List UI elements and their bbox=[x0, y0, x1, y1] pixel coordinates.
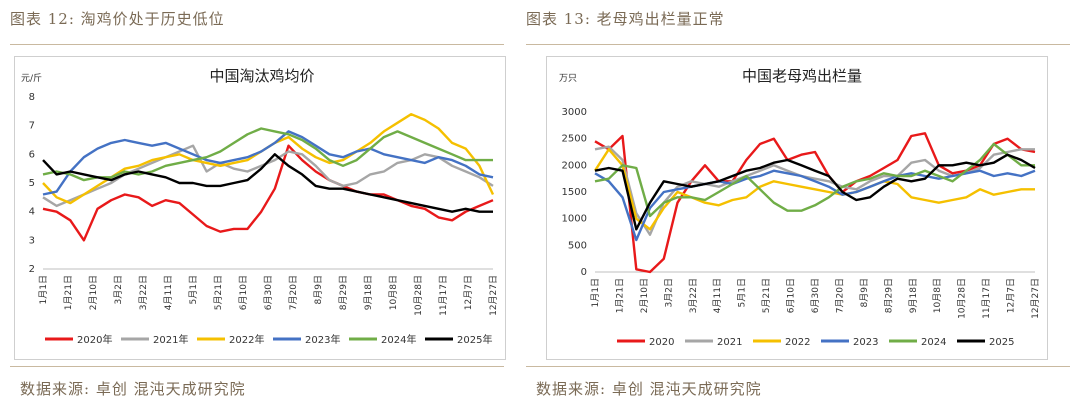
right-x-tick-label: 12月7日 bbox=[1006, 278, 1017, 313]
right-x-tick-label: 1月1日 bbox=[590, 278, 601, 307]
left-x-tick-label: 1月21日 bbox=[63, 275, 74, 310]
left-series-line-4 bbox=[42, 130, 494, 196]
right-figure-header: 图表 13: 老母鸡出栏量正常 bbox=[526, 10, 725, 28]
right-x-tick-label: 6月10日 bbox=[786, 278, 797, 313]
right-chart-title: 中国老母鸡出栏量 bbox=[742, 67, 862, 85]
right-y-tick-label: 2000 bbox=[562, 160, 587, 171]
left-series-line-2 bbox=[42, 144, 494, 208]
right-x-tick-label: 11月17日 bbox=[981, 278, 992, 319]
right-data-source: 数据来源: 卓创 混沌天成研究院 bbox=[536, 380, 762, 398]
right-header-rule bbox=[526, 44, 1070, 45]
left-x-tick-label: 5月1日 bbox=[188, 275, 199, 304]
right-x-tick-label: 8月29日 bbox=[883, 278, 894, 313]
left-x-tick-label: 11月17日 bbox=[438, 275, 449, 316]
right-series-line-6 bbox=[594, 153, 1036, 231]
left-y-unit-label: 元/斤 bbox=[21, 73, 42, 84]
right-x-tick-label: 5月21日 bbox=[761, 278, 772, 313]
right-series-line-1 bbox=[594, 132, 1036, 274]
left-y-tick-label: 3 bbox=[29, 235, 35, 246]
left-legend-label-3: 2022年 bbox=[229, 333, 264, 346]
left-y-tick-label: 6 bbox=[29, 149, 35, 160]
left-legend-label-2: 2021年 bbox=[153, 333, 188, 346]
left-footer-rule bbox=[10, 366, 504, 367]
left-data-source: 数据来源: 卓创 混沌天成研究院 bbox=[20, 380, 246, 398]
left-x-tick-label: 12月27日 bbox=[488, 275, 499, 316]
right-series-line-3 bbox=[593, 148, 1035, 231]
right-x-tick-label: 1月21日 bbox=[614, 278, 625, 313]
right-chart-svg: 中国老母鸡出栏量 万只 0 500 1000 1500 2000 2500 3000 1月1日 1月… bbox=[559, 67, 1041, 348]
left-x-tick-label: 5月21日 bbox=[213, 275, 224, 310]
right-x-tick-label: 9月18日 bbox=[908, 278, 919, 313]
left-x-tick-label: 3月22日 bbox=[138, 275, 149, 310]
right-x-tick-label: 7月20日 bbox=[834, 278, 845, 313]
right-y-unit-label: 万只 bbox=[559, 74, 577, 84]
right-y-tick-label: 1000 bbox=[562, 214, 587, 225]
left-legend-label-4: 2023年 bbox=[305, 333, 340, 346]
left-x-tick-label: 8月9日 bbox=[313, 275, 324, 304]
left-header-rule bbox=[10, 44, 504, 45]
right-chart-frame: 中国老母鸡出栏量 万只 0 500 1000 1500 2000 2500 3000 1月1日 1月… bbox=[546, 56, 1048, 360]
right-y-tick-label: 2500 bbox=[562, 134, 587, 145]
left-x-tick-label: 7月20日 bbox=[288, 275, 299, 310]
right-footer-rule bbox=[526, 366, 1070, 367]
right-y-tick-label: 0 bbox=[581, 267, 587, 278]
right-series-line-2 bbox=[594, 145, 1035, 236]
left-series-line-5 bbox=[42, 127, 493, 182]
left-series-line-6 bbox=[42, 153, 493, 213]
left-legend-label-5: 2024年 bbox=[381, 333, 416, 346]
left-x-tick-label: 9月18日 bbox=[363, 275, 374, 310]
left-y-tick-label: 4 bbox=[29, 207, 35, 218]
right-x-tick-label: 10月28日 bbox=[957, 278, 968, 319]
left-y-tick-label: 7 bbox=[29, 121, 35, 132]
right-legend-label-2: 2021 bbox=[717, 337, 742, 348]
right-x-tick-label: 6月30日 bbox=[810, 278, 821, 313]
right-legend-label-4: 2023 bbox=[853, 337, 878, 348]
left-chart-svg: 中国淘汰鸡均价 元/斤 2 3 4 5 6 7 8 1月1日 1月21日 2月10日 3月2日 3月22日… bbox=[21, 67, 499, 346]
right-legend-label-6: 2025 bbox=[989, 337, 1014, 348]
left-x-tick-label: 10月28日 bbox=[413, 275, 424, 316]
right-legend-label-5: 2024 bbox=[921, 337, 946, 348]
left-legend-label-1: 2020年 bbox=[77, 333, 112, 346]
left-series-line-1 bbox=[42, 144, 494, 242]
right-x-tick-label: 4月11日 bbox=[712, 278, 723, 313]
left-x-tick-label: 1月1日 bbox=[38, 275, 49, 304]
right-y-tick-label: 500 bbox=[568, 240, 587, 251]
right-x-tick-label: 2月10日 bbox=[639, 278, 650, 313]
right-y-tick-label: 1500 bbox=[562, 187, 587, 198]
right-x-tick-label: 12月27日 bbox=[1030, 278, 1041, 319]
left-y-tick-label: 8 bbox=[29, 92, 35, 103]
left-y-tick-label: 5 bbox=[29, 178, 35, 189]
right-x-tick-label: 3月2日 bbox=[663, 278, 674, 307]
left-x-tick-label: 6月30日 bbox=[263, 275, 274, 310]
left-x-tick-label: 12月7日 bbox=[463, 275, 474, 310]
left-x-tick-label: 2月10日 bbox=[88, 275, 99, 310]
left-chart-frame: 中国淘汰鸡均价 元/斤 2 3 4 5 6 7 8 1月1日 1月21日 2月10日 3月2日 3月22日… bbox=[14, 56, 506, 360]
right-legend-label-1: 2020 bbox=[649, 337, 674, 348]
right-x-tick-label: 8月9日 bbox=[859, 278, 870, 307]
left-x-tick-label: 3月2日 bbox=[113, 275, 124, 304]
left-x-tick-label: 4月11日 bbox=[163, 275, 174, 310]
left-x-tick-label: 8月29日 bbox=[338, 275, 349, 310]
left-legend-label-6: 2025年 bbox=[457, 333, 492, 346]
right-x-tick-label: 3月22日 bbox=[688, 278, 699, 313]
left-chart-title: 中国淘汰鸡均价 bbox=[209, 67, 314, 85]
left-x-tick-label: 10月8日 bbox=[388, 275, 399, 310]
left-figure-header: 图表 12: 淘鸡价处于历史低位 bbox=[10, 10, 225, 28]
right-x-tick-label: 5月1日 bbox=[737, 278, 748, 307]
right-legend-label-3: 2022 bbox=[785, 337, 810, 348]
left-y-tick-label: 2 bbox=[29, 264, 35, 275]
right-y-tick-label: 3000 bbox=[562, 107, 587, 118]
left-series-line-3 bbox=[42, 113, 495, 205]
right-series-line-5 bbox=[594, 142, 1035, 218]
left-x-tick-label: 6月10日 bbox=[238, 275, 249, 310]
right-x-tick-label: 10月8日 bbox=[932, 278, 943, 313]
